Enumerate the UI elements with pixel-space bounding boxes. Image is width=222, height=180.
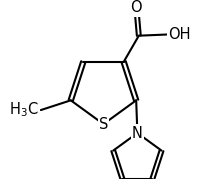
- Text: N: N: [132, 125, 143, 141]
- Text: OH: OH: [168, 27, 190, 42]
- Text: H$_3$C: H$_3$C: [9, 101, 39, 119]
- Text: S: S: [99, 117, 108, 132]
- Text: O: O: [131, 0, 142, 15]
